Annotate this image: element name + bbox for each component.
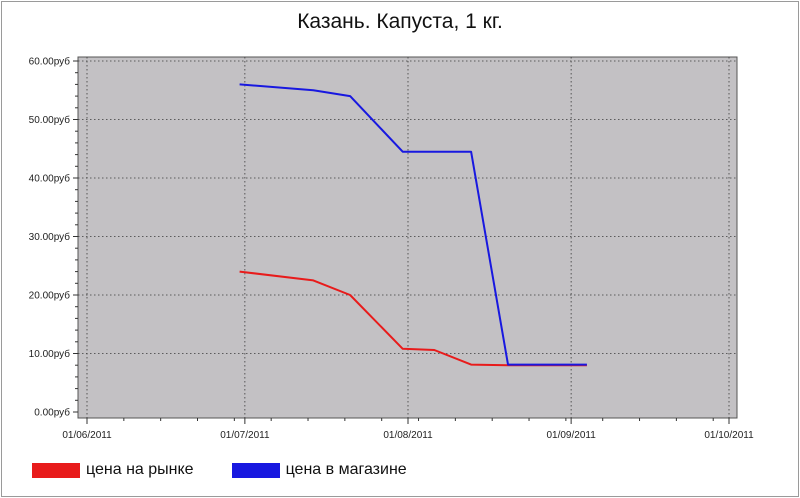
legend-item-market: цена на рынке: [32, 461, 194, 479]
x-tick-label: 01/09/2011: [546, 430, 596, 441]
y-tick-label: 60.00руб: [29, 56, 71, 68]
y-tick-label: 0.00руб: [34, 407, 70, 419]
series-line-1: [239, 83, 587, 366]
x-tick-label: 01/10/2011: [704, 430, 754, 441]
legend-label-store: цена в магазине: [285, 461, 407, 478]
y-tick-label: 10.00руб: [29, 348, 71, 360]
x-tick-label: 01/07/2011: [220, 430, 270, 441]
y-tick-label: 20.00руб: [29, 290, 71, 302]
y-tick-label: 50.00руб: [29, 114, 71, 126]
legend-item-store: цена в магазине: [231, 461, 407, 479]
x-tick-label: 01/06/2011: [62, 430, 112, 441]
plot-area: [77, 56, 738, 419]
legend: цена на рынке цена в магазине: [32, 460, 445, 480]
chart-title: Казань. Капуста, 1 кг.: [297, 10, 503, 33]
legend-label-market: цена на рынке: [86, 461, 194, 478]
x-tick-label: 01/08/2011: [383, 430, 433, 441]
series-line-0: [239, 270, 587, 367]
legend-swatch-market: [32, 462, 80, 478]
y-tick-label: 40.00руб: [29, 173, 71, 185]
legend-swatch-store: [231, 462, 280, 478]
y-tick-label: 30.00руб: [29, 231, 71, 243]
